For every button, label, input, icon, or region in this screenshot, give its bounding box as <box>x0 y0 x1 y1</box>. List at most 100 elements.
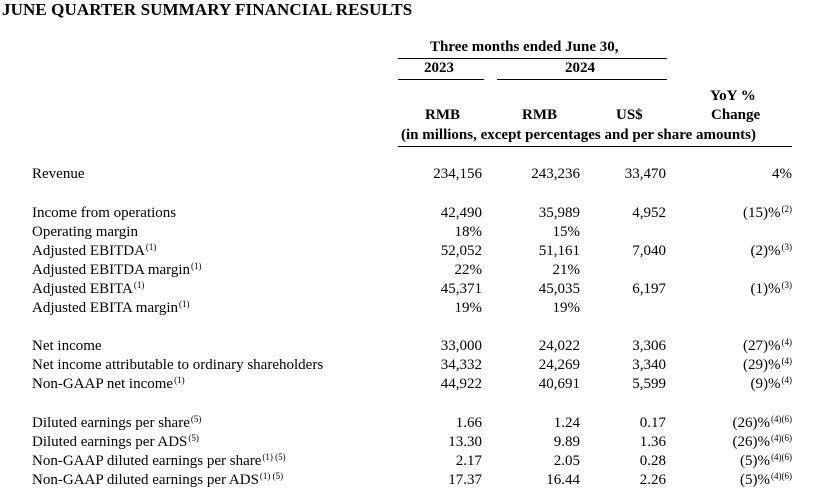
cell-usd-2024: 7,040 <box>632 243 666 259</box>
row-label-text: Operating margin <box>32 224 138 240</box>
row-label: Adjusted EBITA margin(1) <box>32 299 190 317</box>
row-label: Non-GAAP net income(1) <box>32 375 185 393</box>
row-label: Operating margin <box>32 224 138 241</box>
footnote-ref: (3) <box>781 280 793 290</box>
footnote-ref: (1) <box>133 280 145 290</box>
row-label-text: Adjusted EBITDA <box>32 243 145 259</box>
cell-usd-2024: 4,952 <box>632 205 666 221</box>
row-label: Non-GAAP diluted earnings per share(1) (… <box>32 452 286 470</box>
footnote-ref: (1) <box>179 299 190 309</box>
cell-yoy-change: (5)%(4)(6) <box>740 471 792 489</box>
cell-yoy-change: (26)%(4)(6) <box>732 433 793 451</box>
row-label-text: Revenue <box>32 166 85 182</box>
footnote-ref: (5) <box>190 414 202 424</box>
row-label: Diluted earnings per ADS(5) <box>32 433 199 451</box>
cell-rmb-2024: 243,236 <box>531 166 580 182</box>
row-label-text: Net income <box>32 338 102 354</box>
year-2023-header: 2023 <box>424 60 454 76</box>
cell-yoy-change: (9)%(4) <box>750 375 793 393</box>
cell-usd-2024: 1.36 <box>639 434 666 450</box>
cell-rmb-2023: 44,922 <box>440 376 482 392</box>
cell-rmb-2023: 2.17 <box>455 453 482 469</box>
cell-rmb-2023: 234,156 <box>433 166 482 182</box>
cell-rmb-2023: 18% <box>454 224 483 240</box>
row-label: Net income <box>32 338 102 355</box>
footnote-ref: (4)(6) <box>771 433 792 443</box>
yoy-value: (26)% <box>732 434 771 450</box>
footnote-ref: (4)(6) <box>771 471 792 481</box>
footnote-ref: (4)(6) <box>771 414 792 424</box>
row-label-text: Diluted earnings per ADS <box>32 434 188 450</box>
cell-yoy-change: (2)%(3) <box>750 242 793 260</box>
cell-yoy-change: (26)%(4)(6) <box>732 414 793 432</box>
yoy-header-line1: YoY % <box>710 88 756 104</box>
row-label: Diluted earnings per share(5) <box>32 414 202 432</box>
row-label-text: Non-GAAP diluted earnings per share <box>32 453 262 469</box>
cell-yoy-change: 4% <box>772 166 792 183</box>
footnote-ref: (1) <box>174 375 185 385</box>
footnote-ref: (3) <box>781 242 793 252</box>
cell-usd-2024: 6,197 <box>632 281 666 297</box>
row-label: Adjusted EBITDA margin(1) <box>32 261 202 279</box>
cell-yoy-change: (29)%(4) <box>743 356 793 374</box>
yoy-value: (27)% <box>743 338 781 354</box>
cell-rmb-2024: 24,022 <box>538 338 580 354</box>
yoy-value: (15)% <box>743 205 781 221</box>
header-bottom-rule <box>398 146 792 147</box>
cell-rmb-2024: 21% <box>552 262 581 278</box>
cell-rmb-2023: 45,371 <box>440 281 482 297</box>
row-label-text: Adjusted EBITA <box>32 281 133 297</box>
row-label-text: Non-GAAP diluted earnings per ADS <box>32 472 259 488</box>
row-label-text: Income from operations <box>32 205 177 221</box>
footnote-ref: (4) <box>781 375 793 385</box>
currency-usd: US$ <box>616 107 643 123</box>
row-label-text: Net income attributable to ordinary shar… <box>32 357 324 373</box>
cell-rmb-2024: 45,035 <box>538 281 580 297</box>
cell-rmb-2023: 19% <box>454 300 483 316</box>
cell-rmb-2024: 2.05 <box>553 453 580 469</box>
cell-rmb-2024: 1.24 <box>553 415 580 431</box>
cell-rmb-2023: 42,490 <box>440 205 482 221</box>
footnote-ref: (1) <box>191 261 202 271</box>
page-title: JUNE QUARTER SUMMARY FINANCIAL RESULTS <box>2 0 413 19</box>
row-label: Revenue <box>32 166 84 183</box>
footnote-ref: (4)(6) <box>771 452 792 462</box>
footnote-ref: (1) <box>145 242 157 252</box>
year-2024-underline <box>497 79 667 80</box>
footnote-ref: (4) <box>781 356 793 366</box>
cell-usd-2024: 5,599 <box>632 376 666 392</box>
row-label: Adjusted EBITA(1) <box>32 280 145 298</box>
cell-rmb-2023: 17.37 <box>448 472 482 488</box>
cell-usd-2024: 33,470 <box>624 166 666 182</box>
yoy-header-line2: Change <box>711 107 761 123</box>
yoy-value: (26)% <box>732 415 771 431</box>
cell-rmb-2024: 51,161 <box>538 243 580 259</box>
cell-usd-2024: 3,306 <box>632 338 666 354</box>
yoy-value: (2)% <box>750 243 781 259</box>
row-label-text: Non-GAAP net income <box>32 376 174 392</box>
row-label: Net income attributable to ordinary shar… <box>32 357 323 374</box>
yoy-value: (5)% <box>740 472 770 488</box>
row-label: Adjusted EBITDA(1) <box>32 242 157 260</box>
row-label-text: Diluted earnings per share <box>32 415 190 431</box>
yoy-value: 4% <box>772 166 792 182</box>
yoy-value: (5)% <box>740 453 770 469</box>
footnote-ref: (5) <box>188 433 199 443</box>
row-label-text: Adjusted EBITDA margin <box>32 262 191 278</box>
cell-rmb-2023: 33,000 <box>440 338 482 354</box>
cell-yoy-change: (5)%(4)(6) <box>740 452 792 470</box>
cell-rmb-2024: 16.44 <box>546 472 580 488</box>
cell-rmb-2024: 9.89 <box>553 434 580 450</box>
cell-rmb-2023: 13.30 <box>448 434 482 450</box>
cell-rmb-2024: 40,691 <box>538 376 580 392</box>
cell-rmb-2024: 24,269 <box>538 357 580 373</box>
footnote-ref: (2) <box>781 204 793 214</box>
yoy-value: (9)% <box>750 376 781 392</box>
footnote-ref: (1) (5) <box>262 452 286 462</box>
cell-usd-2024: 3,340 <box>632 357 666 373</box>
cell-yoy-change: (27)%(4) <box>743 337 792 355</box>
cell-rmb-2023: 52,052 <box>440 243 482 259</box>
cell-yoy-change: (1)%(3) <box>751 280 793 298</box>
row-label: Income from operations <box>32 205 176 222</box>
cell-rmb-2024: 15% <box>552 224 581 240</box>
